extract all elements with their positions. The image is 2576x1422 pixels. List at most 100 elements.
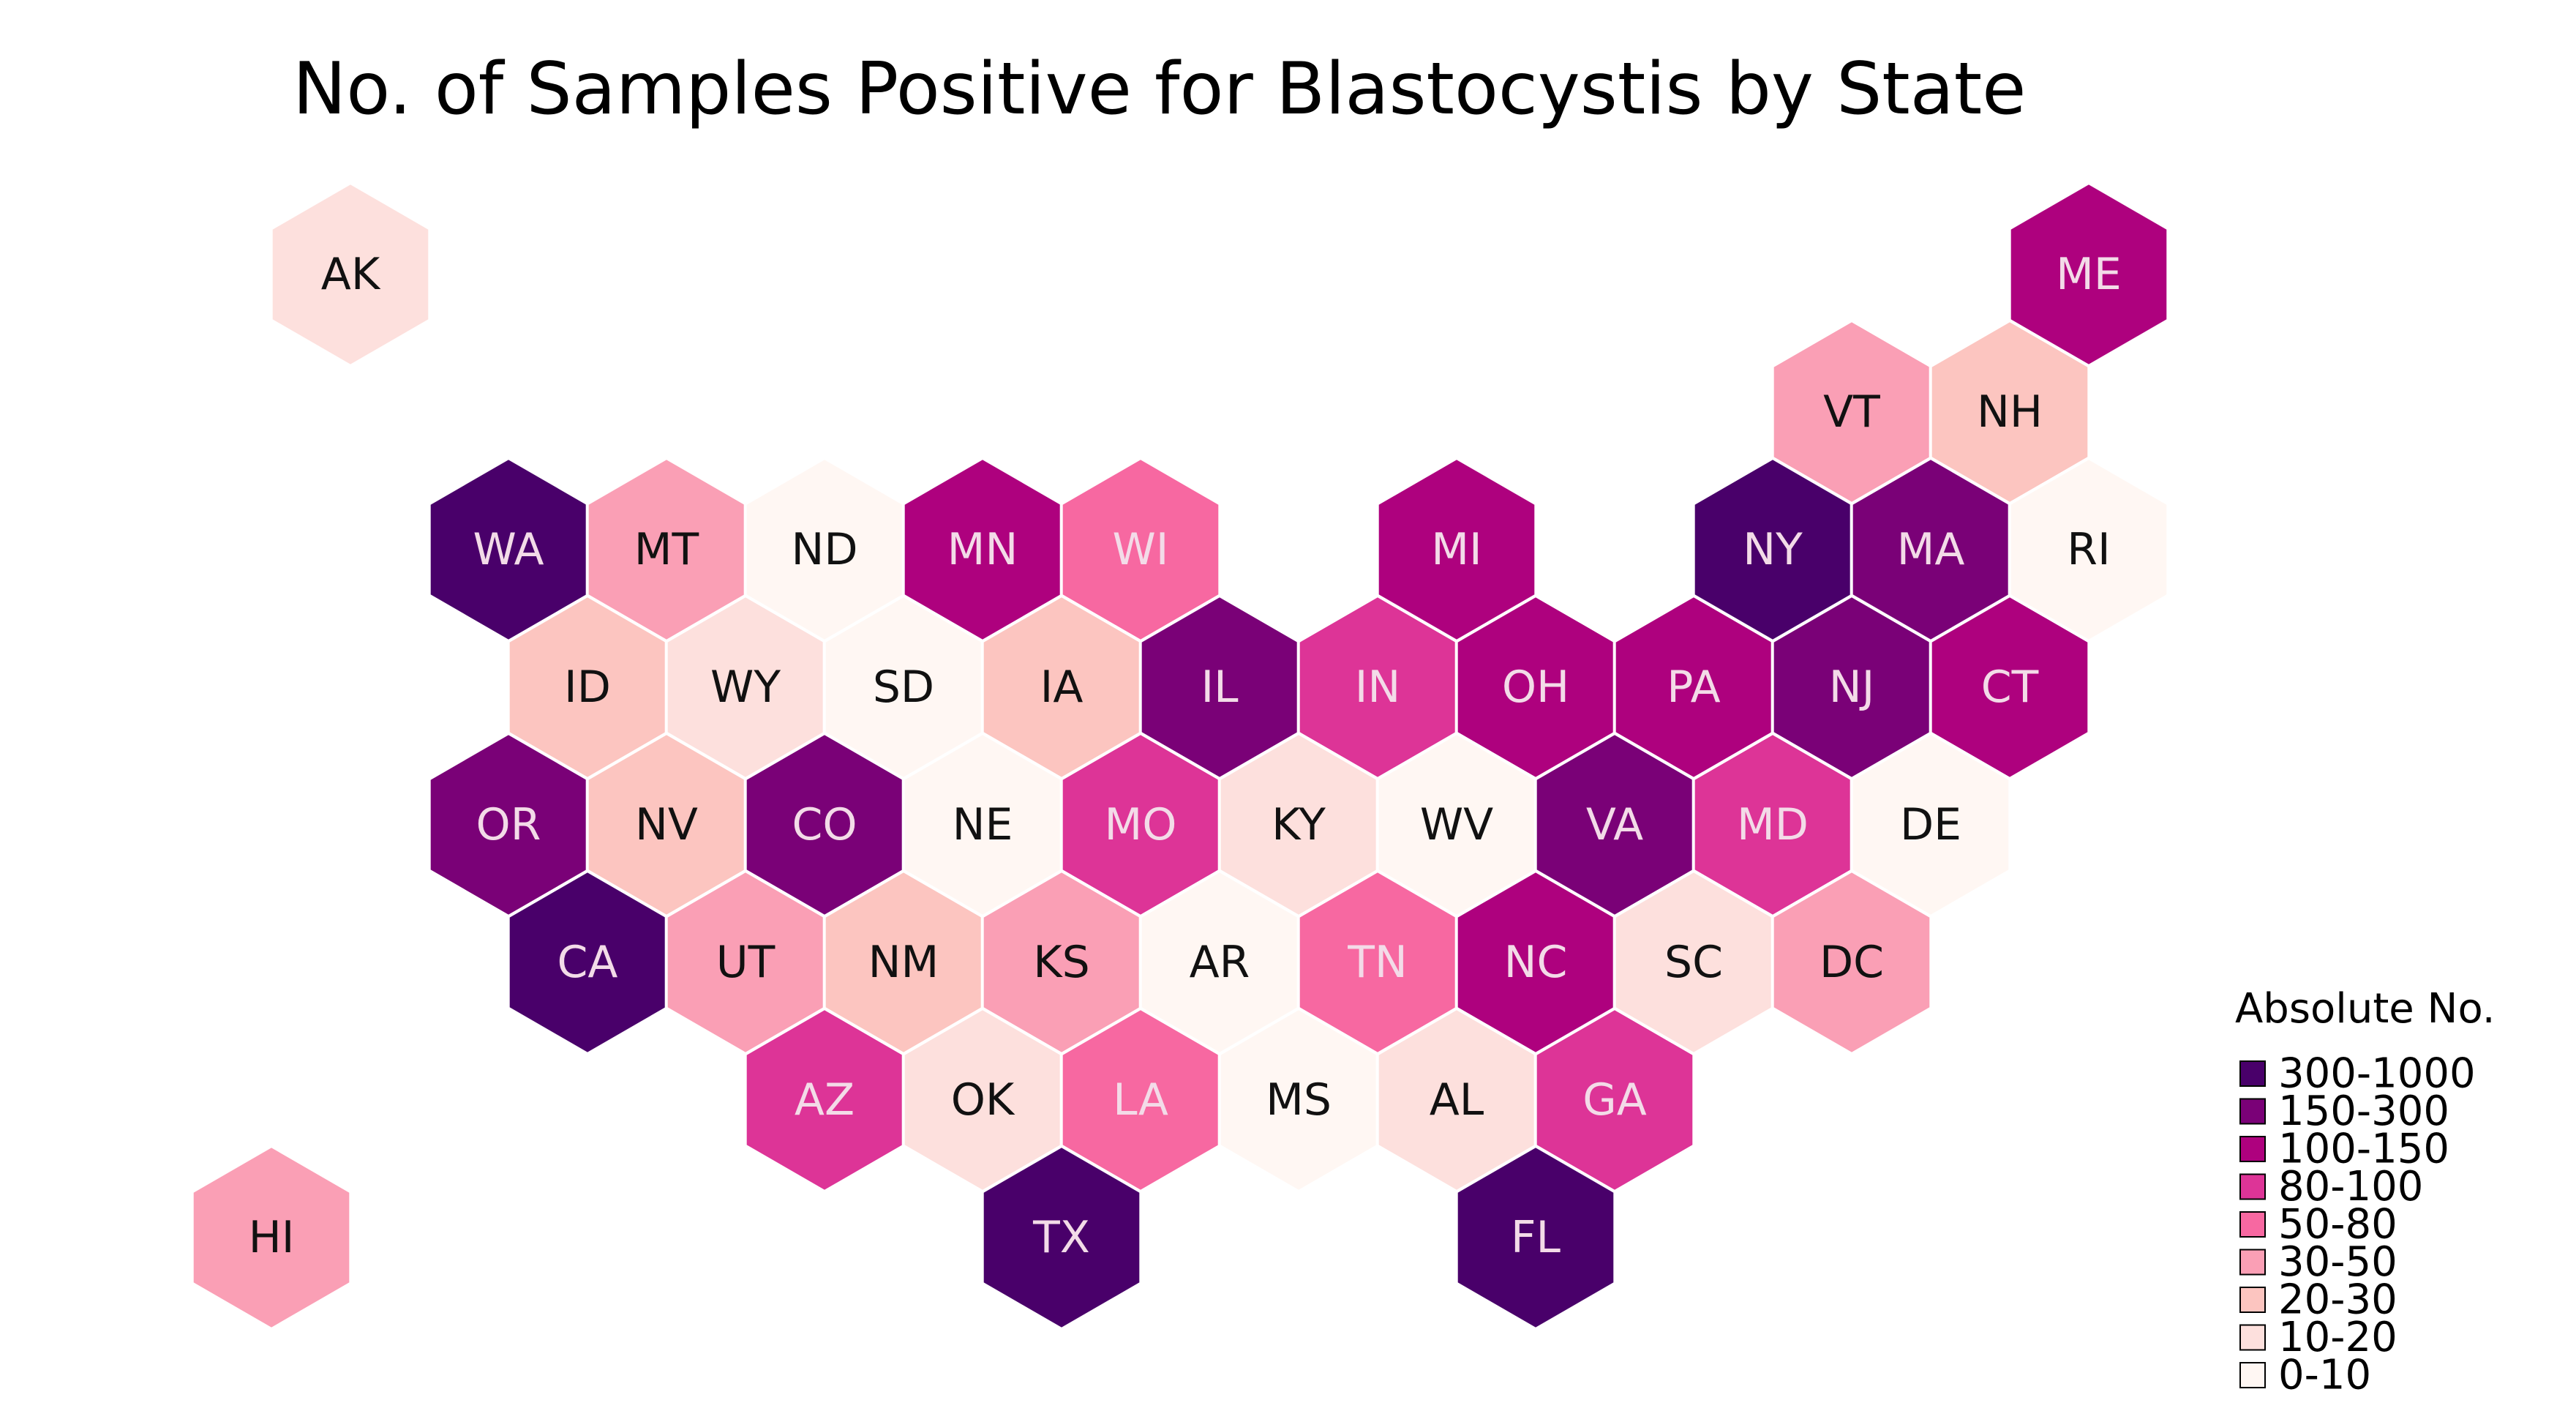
legend-item: 20-30	[2239, 1276, 2397, 1324]
state-hex-shape	[980, 1144, 1143, 1331]
state-label: IN	[1355, 662, 1401, 713]
state-label: NY	[1743, 524, 1803, 575]
state-hex-fl: FL	[1454, 1144, 1617, 1331]
state-label: NM	[868, 937, 939, 988]
legend-item: 150-300	[2239, 1088, 2449, 1135]
legend-swatch	[2239, 1136, 2266, 1162]
legend-label: 30-50	[2278, 1238, 2397, 1286]
state-hex-hi: HI	[190, 1144, 353, 1331]
state-label: MT	[634, 524, 699, 575]
state-hex-az: AZ	[743, 1006, 906, 1194]
state-label: VT	[1823, 386, 1880, 438]
state-label: OR	[476, 799, 541, 850]
state-hex-oh: OH	[1454, 594, 1617, 781]
state-label: LA	[1113, 1074, 1168, 1126]
state-hex-nj: NJ	[1770, 594, 1933, 781]
state-hex-shape	[1454, 1144, 1617, 1331]
state-label: MD	[1737, 799, 1809, 850]
legend-item: 100-150	[2239, 1126, 2449, 1173]
state-hexes: AK ME VT NH WA MT ND MN WI MI NY MA RI ID WY SD IA IL IN OH…	[190, 181, 2170, 1331]
state-hex-ky: KY	[1217, 731, 1380, 918]
state-label: NH	[1977, 386, 2043, 438]
state-label: AZ	[795, 1074, 855, 1126]
legend-item: 0-10	[2239, 1352, 2371, 1399]
legend-item: 10-20	[2239, 1314, 2397, 1361]
legend-label: 0-10	[2278, 1352, 2371, 1399]
state-label: NE	[953, 799, 1013, 850]
state-hex-me: ME	[2008, 181, 2170, 368]
state-hex-tx: TX	[980, 1144, 1143, 1331]
state-label: MS	[1266, 1074, 1332, 1126]
state-hex-wi: WI	[1059, 456, 1222, 643]
state-label: CA	[557, 937, 618, 988]
state-label: MO	[1105, 799, 1177, 850]
state-hex-ak: AK	[269, 181, 432, 368]
legend-label: 150-300	[2278, 1088, 2449, 1135]
legend-title: Absolute No.	[2235, 985, 2496, 1033]
state-hex-ok: OK	[901, 1006, 1064, 1194]
state-label: IA	[1040, 662, 1084, 713]
state-label: DE	[1900, 799, 1961, 850]
state-label: SD	[873, 662, 934, 713]
state-hex-mt: MT	[585, 456, 748, 643]
state-label: UT	[716, 937, 776, 988]
legend-label: 20-30	[2278, 1276, 2397, 1324]
state-label: SC	[1664, 937, 1723, 988]
state-label: OK	[951, 1074, 1015, 1126]
legend-label: 100-150	[2278, 1126, 2449, 1173]
state-hex-ri: RI	[2008, 456, 2170, 643]
state-hex-ga: GA	[1533, 1006, 1696, 1194]
legend-swatch	[2239, 1249, 2266, 1276]
state-label: GA	[1582, 1074, 1647, 1126]
legend-swatch	[2239, 1362, 2266, 1388]
state-hex-ar: AR	[1138, 869, 1301, 1056]
map-title: No. of Samples Positive for Blastocystis…	[293, 48, 2026, 131]
state-label: NC	[1504, 937, 1568, 988]
legend-swatch	[2239, 1324, 2266, 1351]
legend-label: 50-80	[2278, 1201, 2397, 1249]
state-label: AR	[1190, 937, 1250, 988]
state-label: NV	[635, 799, 698, 850]
state-label: TX	[1032, 1212, 1090, 1263]
state-label: WV	[1420, 799, 1493, 850]
state-label: WY	[710, 662, 781, 713]
state-label: WI	[1112, 524, 1168, 575]
state-label: MI	[1431, 524, 1482, 575]
state-hex-wy: WY	[664, 594, 827, 781]
state-hex-shape	[190, 1144, 353, 1331]
legend: Absolute No. 300-1000150-300100-15080-10…	[2235, 985, 2496, 1399]
legend-swatch	[2239, 1211, 2266, 1238]
legend-label: 10-20	[2278, 1314, 2397, 1361]
state-label: OH	[1502, 662, 1569, 713]
state-label: NJ	[1829, 662, 1875, 713]
state-label: MA	[1897, 524, 1965, 575]
state-hex-ct: CT	[1929, 594, 2091, 781]
legend-item: 50-80	[2239, 1201, 2397, 1249]
state-hex-md: MD	[1691, 731, 1854, 918]
state-label: MN	[947, 524, 1018, 575]
state-label: AK	[321, 249, 381, 300]
legend-label: 300-1000	[2278, 1050, 2476, 1098]
legend-swatch	[2239, 1287, 2266, 1313]
legend-swatch	[2239, 1060, 2266, 1087]
legend-item: 80-100	[2239, 1163, 2423, 1210]
state-hex-la: LA	[1059, 1006, 1222, 1194]
state-hex-shape	[269, 181, 432, 368]
state-label: CT	[1981, 662, 2039, 713]
state-label: KS	[1033, 937, 1089, 988]
state-label: ME	[2056, 249, 2122, 300]
legend-swatch	[2239, 1098, 2266, 1125]
state-label: KY	[1272, 799, 1326, 850]
state-label: ID	[564, 662, 611, 713]
state-label: AL	[1430, 1074, 1484, 1126]
state-hex-ks: KS	[980, 869, 1143, 1056]
state-label: IL	[1201, 662, 1239, 713]
state-hex-mi: MI	[1375, 456, 1538, 643]
legend-item: 300-1000	[2239, 1050, 2476, 1098]
state-label: TN	[1347, 937, 1408, 988]
state-hex-dc: DC	[1770, 869, 1933, 1056]
state-label: WA	[473, 524, 544, 575]
state-hex-shape	[1770, 869, 1933, 1056]
state-label: ND	[791, 524, 857, 575]
